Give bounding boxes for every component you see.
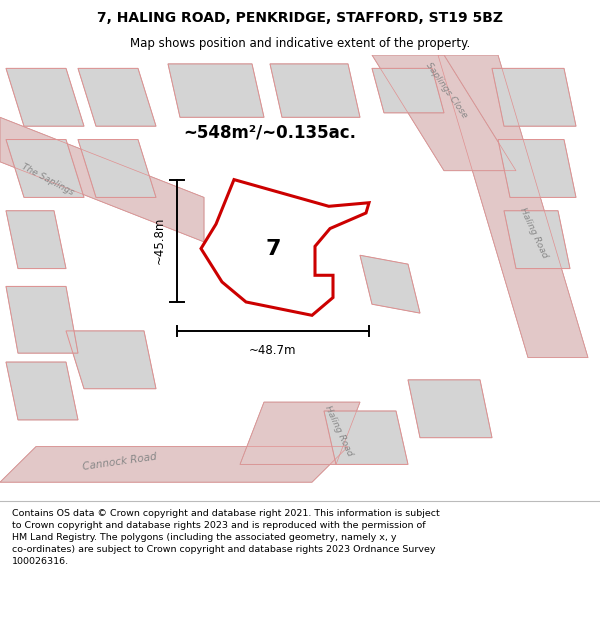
Polygon shape [270,64,360,118]
Polygon shape [168,64,264,118]
Polygon shape [6,68,84,126]
Polygon shape [492,68,576,126]
Polygon shape [6,211,66,269]
Polygon shape [240,402,360,464]
Text: ~548m²/~0.135ac.: ~548m²/~0.135ac. [184,124,356,142]
Polygon shape [504,211,570,269]
Polygon shape [78,139,156,198]
Polygon shape [78,68,156,126]
Polygon shape [0,118,204,242]
Text: Contains OS data © Crown copyright and database right 2021. This information is : Contains OS data © Crown copyright and d… [12,509,440,566]
Text: Cannock Road: Cannock Road [82,452,158,472]
Polygon shape [6,139,84,198]
Text: ~45.8m: ~45.8m [153,217,166,264]
Text: Map shows position and indicative extent of the property.: Map shows position and indicative extent… [130,38,470,51]
Polygon shape [372,68,444,113]
Text: ~48.7m: ~48.7m [249,344,297,357]
Polygon shape [0,447,348,482]
Polygon shape [360,255,420,313]
Text: Haling Road: Haling Road [323,404,355,458]
Text: 7: 7 [265,239,281,259]
Text: Saplings Close: Saplings Close [424,61,470,120]
Text: 7, HALING ROAD, PENKRIDGE, STAFFORD, ST19 5BZ: 7, HALING ROAD, PENKRIDGE, STAFFORD, ST1… [97,11,503,25]
Polygon shape [6,362,78,420]
Polygon shape [66,331,156,389]
Text: The Saplings: The Saplings [20,162,76,197]
Polygon shape [408,380,492,438]
Text: Haling Road: Haling Road [518,206,550,259]
Polygon shape [6,286,78,353]
Polygon shape [498,139,576,198]
Polygon shape [372,55,516,171]
Polygon shape [324,411,408,464]
Polygon shape [438,55,588,358]
